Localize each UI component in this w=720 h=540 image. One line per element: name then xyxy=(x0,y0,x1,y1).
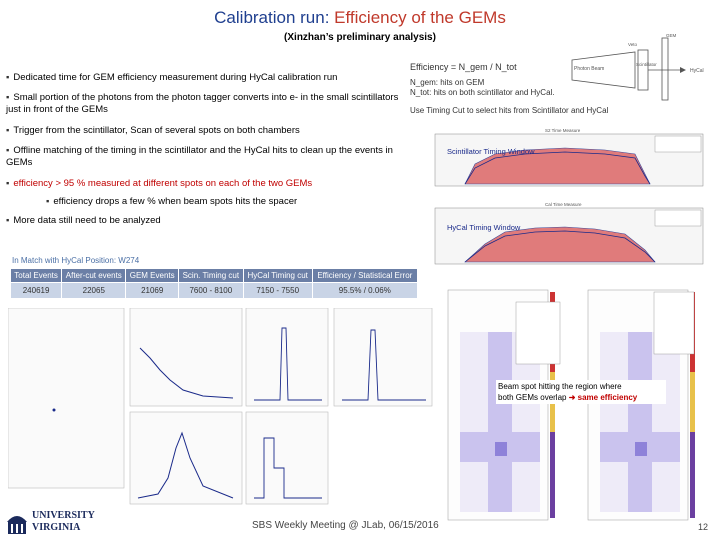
svg-text:S2 Time Measure: S2 Time Measure xyxy=(545,128,581,133)
table-title: In Match with HyCal Position: W274 xyxy=(12,256,140,265)
svg-text:Cal Time Measure: Cal Time Measure xyxy=(545,202,582,207)
bullet-item: ▪ Dedicated time for GEM efficiency measu… xyxy=(6,72,338,83)
bullet-item: ▪ efficiency > 95 % measured at different… xyxy=(6,178,313,189)
svg-text:Veto: Veto xyxy=(628,42,638,47)
gem-hit-maps xyxy=(440,282,716,532)
bullet-item: ▪ Offline matching of the timing in the s… xyxy=(6,145,393,168)
rotunda-icon xyxy=(7,516,27,534)
svg-text:GEM: GEM xyxy=(666,33,677,38)
detector-setup-diagram: Photon Beam Veto Scintillator HyCal GEM xyxy=(571,33,704,101)
efficiency-table: Total Events After-cut events GEM Events… xyxy=(9,268,419,299)
arrow-right-icon: ➜ xyxy=(568,393,576,402)
title-part2: Efficiency of the GEMs xyxy=(334,8,506,27)
efficiency-definitions: Efficiency = N_gem / N_tot N_gem: hits o… xyxy=(410,62,609,115)
gem-cluster-histograms xyxy=(8,308,433,505)
svg-text:HyCal: HyCal xyxy=(690,68,704,74)
table-header-row: Total Events After-cut events GEM Events… xyxy=(9,268,419,283)
page-number: 12 xyxy=(698,522,709,532)
footer-text: SBS Weekly Meeting @ JLab, 06/15/2016 xyxy=(252,520,439,531)
hycal-timing-label: HyCal Timing Window xyxy=(447,223,521,232)
bullet-item: ▪ Small portion of the photons from the p… xyxy=(6,92,399,115)
scint-timing-label: Scintillator Timing Window xyxy=(447,147,535,156)
timing-histograms: S2 Time Measure Scintillator Timing Wind… xyxy=(425,124,715,270)
title-part1: Calibration run: xyxy=(214,8,335,27)
university-logo: UNIVERSITY VIRGINIA xyxy=(6,508,95,538)
beam-spot-annotation: Beam spot hitting the region where both … xyxy=(496,380,666,404)
table-row: 240619 22065 21069 7600 - 8100 7150 - 75… xyxy=(9,282,419,299)
bullet-subitem: ▪ efficiency drops a few % when beam spot… xyxy=(46,196,298,207)
svg-text:Scintillator: Scintillator xyxy=(636,62,657,67)
bullet-item: ▪ Trigger from the scintillator, Scan of … xyxy=(6,125,300,136)
bullet-item: ▪ More data still need to be analyzed xyxy=(6,215,161,226)
slide-subtitle: (Xinzhan’s preliminary analysis) xyxy=(284,32,436,43)
svg-text:Photon Beam: Photon Beam xyxy=(574,66,604,72)
slide-title: Calibration run: Efficiency of the GEMs xyxy=(0,8,720,28)
